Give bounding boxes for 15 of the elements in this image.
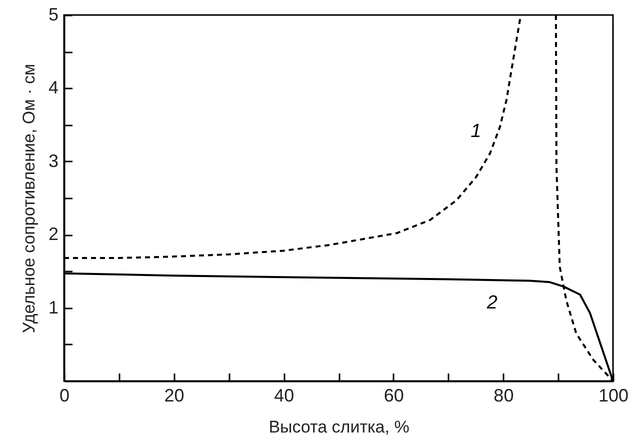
y-tick-label: 5: [48, 4, 58, 24]
x-tick-label: 20: [164, 386, 184, 406]
x-tick-label: 100: [598, 386, 629, 406]
series-label: 1: [470, 120, 482, 142]
x-tick-label: 0: [59, 386, 70, 406]
series-label: 2: [486, 292, 498, 314]
y-tick-label: 4: [48, 78, 58, 98]
y-tick-label: 1: [48, 297, 58, 318]
x-tick-label: 80: [494, 386, 514, 406]
y-tick-label: 2: [48, 224, 58, 244]
x-tick-label: 40: [274, 386, 294, 406]
y-axis-title: Удельное сопротивление, Ом · см: [19, 64, 38, 334]
x-axis-title: Высота слитка, %: [268, 418, 410, 436]
y-tick-label: 3: [48, 150, 58, 171]
x-tick-label: 60: [384, 386, 404, 406]
